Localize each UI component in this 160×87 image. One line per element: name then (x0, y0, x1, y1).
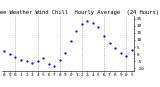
Title: Milwaukee Weather Wind Chill  Hourly Average  (24 Hours): Milwaukee Weather Wind Chill Hourly Aver… (0, 10, 159, 15)
